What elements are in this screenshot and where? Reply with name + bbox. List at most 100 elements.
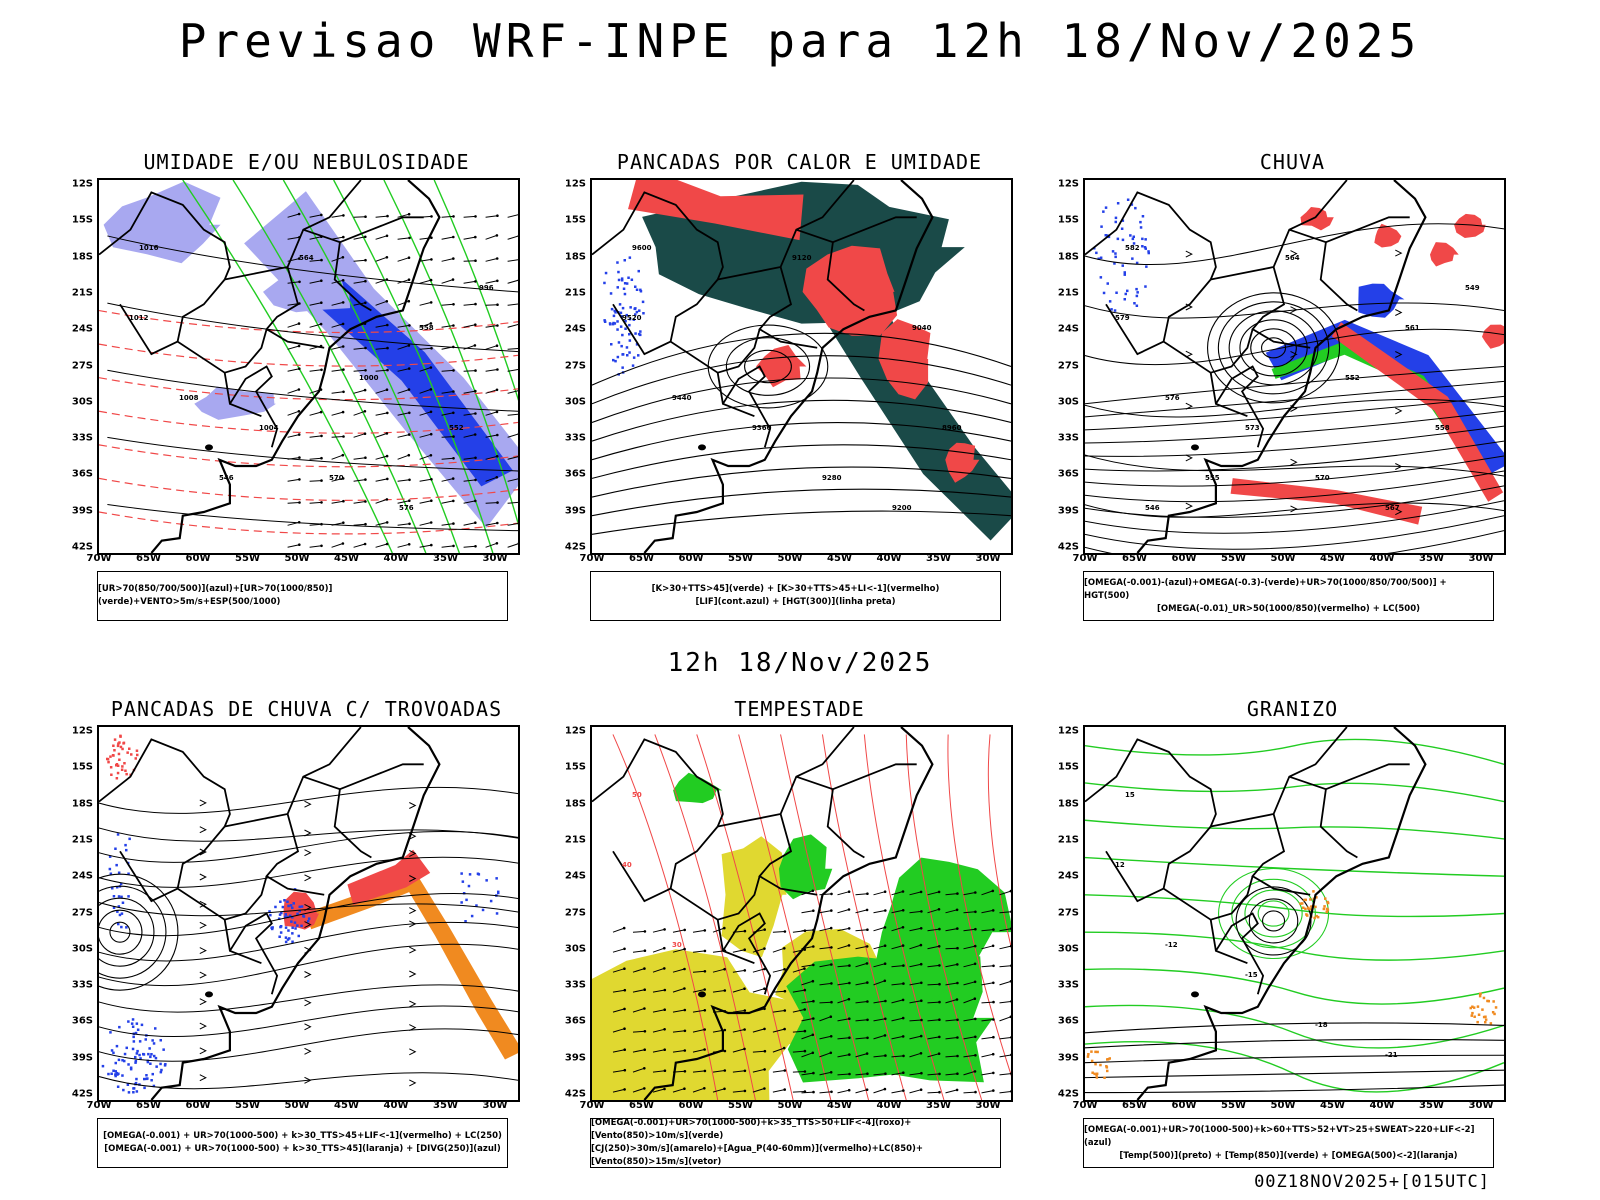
wind-vector-head <box>386 411 389 415</box>
wind-vector-head <box>429 432 433 436</box>
omega-speck <box>1114 255 1117 259</box>
omega-speck <box>1147 250 1150 253</box>
wind-vector <box>485 522 498 526</box>
lat-tick-label: 33S <box>71 979 93 991</box>
lifted-index-speck <box>624 319 627 323</box>
wind-vector <box>463 303 476 306</box>
wind-vector-head <box>803 967 806 970</box>
wind-vector-head <box>341 542 345 545</box>
wind-vector-head <box>623 1027 626 1030</box>
wind-vector-head <box>385 388 389 391</box>
wind-vector <box>999 1073 1011 1076</box>
wind-vector-head <box>830 963 833 966</box>
lifted-index-speck <box>628 317 632 321</box>
omega500-speck <box>1481 1008 1484 1011</box>
wind-vector <box>463 457 476 460</box>
wind-vector <box>891 983 904 986</box>
wind-vector <box>287 502 300 504</box>
red-convection-speck <box>128 747 131 750</box>
divergence-speck <box>138 1040 142 1043</box>
wind-vector-head <box>866 1000 869 1003</box>
streamline <box>99 786 518 814</box>
rain-red-band <box>1230 478 1423 525</box>
wind-vector-head <box>1009 889 1011 893</box>
state-border <box>265 266 325 349</box>
contour-label: 558 <box>1435 424 1450 432</box>
wind-vector <box>927 1036 940 1040</box>
lon-tick-label: 55W <box>728 1100 753 1111</box>
divergence-speck <box>115 1044 119 1048</box>
wind-vector <box>485 502 498 504</box>
divergence-speck <box>289 914 292 918</box>
wind-vector <box>353 369 366 372</box>
wind-vector <box>873 1018 886 1022</box>
contour-label: 30 <box>672 941 682 949</box>
lat-tick-label: 18S <box>1057 798 1079 810</box>
wind-vector-head <box>341 453 345 457</box>
divergence-speck <box>114 1070 117 1073</box>
wind-vector-head <box>385 432 389 435</box>
wind-vector <box>945 1089 958 1094</box>
wind-vector <box>652 1028 665 1033</box>
wind-vector <box>397 523 410 526</box>
wind-vector <box>485 389 498 394</box>
omega-speck <box>1102 210 1105 213</box>
wind-vector <box>909 963 922 968</box>
wind-vector-head <box>364 235 367 239</box>
divergence-speck <box>140 1023 144 1027</box>
divergence-speck <box>152 1042 156 1045</box>
omega500-speck <box>1309 898 1312 901</box>
wind-vector-head <box>811 889 815 893</box>
wind-vector-head <box>812 963 815 967</box>
wind-vector-head <box>973 997 977 1000</box>
wind-vector <box>397 300 409 306</box>
contour-label: 555 <box>1205 474 1220 482</box>
wind-vector-head <box>429 454 433 457</box>
wind-vector <box>463 344 476 350</box>
wind-vector-head <box>385 300 389 303</box>
wind-vector-head <box>364 346 367 350</box>
wind-vector <box>963 1018 976 1022</box>
wind-vector <box>873 926 886 932</box>
lifted-index-speck <box>628 323 631 327</box>
wind-vector-head <box>643 988 646 991</box>
omega500-speck <box>1315 914 1318 918</box>
wind-vector-head <box>955 998 959 1001</box>
hgt500-low <box>1217 301 1330 395</box>
wind-vector <box>999 1016 1011 1022</box>
wind-vector <box>891 926 904 932</box>
omega-speck <box>1135 304 1139 307</box>
divergence-speck <box>121 1059 124 1062</box>
lat-tick-label: 27S <box>1057 360 1079 371</box>
contour-label: -18 <box>1315 1021 1328 1029</box>
wind-vector <box>999 928 1011 932</box>
state-border <box>1209 372 1248 418</box>
wind-vector <box>772 1070 785 1073</box>
legend-pancadas: [K>30+TTS>45](verde) + [K>30+TTS>45+LI<-… <box>590 571 1001 621</box>
wind-vector-head <box>956 981 959 985</box>
wind-vector <box>945 909 958 914</box>
wind-vector <box>507 478 518 482</box>
lon-tick-label: 55W <box>235 1100 260 1111</box>
divergence-speck <box>476 872 480 875</box>
wind-vector-head <box>919 943 923 947</box>
wind-vector-head <box>956 946 959 950</box>
state-border <box>1105 303 1164 356</box>
wind-vector-head <box>866 1036 869 1040</box>
legend-chuva: [OMEGA(-0.001)-(azul)+OMEGA(-0.3)-(verde… <box>1083 571 1494 621</box>
wind-vector <box>331 346 344 350</box>
omega-speck <box>1126 198 1130 201</box>
legend-umidade: [UR>70(850/700/500)](azul)+[UR>70(1000/8… <box>97 571 508 621</box>
omega-speck <box>1141 215 1145 218</box>
lat-tick-label: 39S <box>564 505 586 517</box>
wind-vector-head <box>703 1028 706 1031</box>
wind-vector <box>945 982 958 986</box>
divergence-speck <box>132 1087 135 1090</box>
wind-vector <box>819 910 832 914</box>
wind-vector <box>309 501 322 504</box>
lon-tick-label: 30W <box>975 1100 1001 1111</box>
wind-vector-head <box>364 369 367 372</box>
wind-vector <box>981 890 993 896</box>
